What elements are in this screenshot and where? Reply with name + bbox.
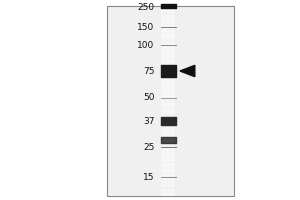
Text: 150: 150 — [137, 22, 154, 31]
Text: 37: 37 — [143, 116, 154, 126]
Polygon shape — [180, 65, 195, 77]
Text: 250: 250 — [137, 3, 154, 12]
Text: 25: 25 — [143, 142, 154, 152]
Bar — [160, 6, 175, 196]
Text: 100: 100 — [137, 40, 154, 49]
Text: 75: 75 — [143, 66, 154, 75]
Text: 15: 15 — [143, 172, 154, 182]
Bar — [106, 6, 234, 196]
Text: 50: 50 — [143, 94, 154, 102]
